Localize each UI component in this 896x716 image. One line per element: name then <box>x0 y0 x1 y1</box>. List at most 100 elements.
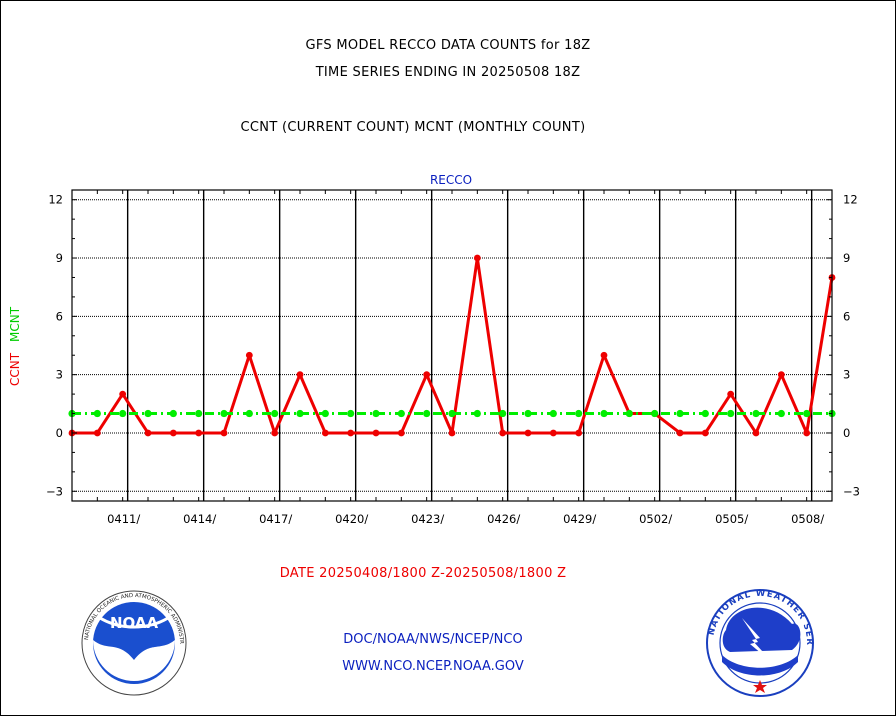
y-tick-label-right: 9 <box>843 251 850 265</box>
point-mcnt <box>549 409 557 418</box>
point-ccnt <box>752 429 760 437</box>
point-mcnt <box>321 409 329 418</box>
point-ccnt <box>448 429 456 437</box>
noaa-ring-text: NATIONAL OCEANIC AND ATMOSPHERIC ADMINIS… <box>0 0 184 644</box>
chart-title-line3: CCNT (CURRENT COUNT) MCNT (MONTHLY COUNT… <box>240 120 586 135</box>
nws-ring-text: NATIONAL WEATHER SERVICE <box>0 0 813 646</box>
point-mcnt <box>372 409 380 418</box>
point-mcnt <box>676 409 684 418</box>
point-ccnt <box>575 429 583 437</box>
point-mcnt <box>169 409 177 418</box>
point-ccnt <box>220 429 228 437</box>
point-ccnt <box>777 371 785 379</box>
point-ccnt <box>245 351 253 359</box>
y-tick-label-right: 12 <box>843 193 858 207</box>
point-mcnt <box>347 409 355 418</box>
point-mcnt <box>600 409 608 418</box>
svg-text:NATIONAL OCEANIC AND ATMOSPHER: NATIONAL OCEANIC AND ATMOSPHERIC ADMINIS… <box>0 0 184 644</box>
nco-website-link[interactable]: WWW.NCO.NCEP.NOAA.GOV <box>342 659 524 674</box>
point-mcnt <box>727 409 735 418</box>
point-ccnt <box>524 429 532 437</box>
point-mcnt <box>448 409 456 418</box>
x-tick-label: 0508/ <box>791 512 824 526</box>
point-ccnt <box>271 429 279 437</box>
y-tick-label-left: 9 <box>56 251 63 265</box>
point-ccnt <box>600 351 608 359</box>
point-mcnt <box>220 409 228 418</box>
point-mcnt <box>701 409 709 418</box>
y-axis-label-ccnt: CCNT <box>8 352 22 386</box>
point-mcnt <box>651 409 659 418</box>
x-tick-label: 0414/ <box>183 512 216 526</box>
point-ccnt <box>296 371 304 379</box>
x-tick-label: 0502/ <box>639 512 672 526</box>
tick-labels: −3 −3 0 0 3 3 6 6 9 9 12 12 0411/0414/0417/0420/0423… <box>46 190 860 526</box>
point-ccnt <box>727 390 735 398</box>
point-ccnt <box>803 429 811 437</box>
point-ccnt <box>144 429 152 437</box>
noaa-logo: NOAA NATIONAL OCEANIC AND ATMOSPHERIC AD… <box>0 0 187 696</box>
x-tick-label: 0505/ <box>715 512 748 526</box>
point-ccnt <box>93 429 101 437</box>
x-tick-label: 0429/ <box>563 512 596 526</box>
point-ccnt <box>347 429 355 437</box>
point-ccnt <box>473 254 481 262</box>
doc-noaa-link[interactable]: DOC/NOAA/NWS/NCEP/NCO <box>343 632 523 647</box>
series-layer <box>68 254 836 437</box>
point-mcnt <box>524 409 532 418</box>
y-tick-label-right: 0 <box>843 426 850 440</box>
point-ccnt <box>119 390 127 398</box>
point-ccnt <box>321 429 329 437</box>
point-mcnt <box>119 409 127 418</box>
noaa-logo-text: NOAA <box>110 614 159 632</box>
y-axis-label-mcnt: MCNT <box>8 306 22 342</box>
point-mcnt <box>271 409 279 418</box>
y-tick-label-right: 3 <box>843 368 850 382</box>
point-mcnt <box>777 409 785 418</box>
y-tick-label-left: 3 <box>56 368 63 382</box>
point-mcnt <box>803 409 811 418</box>
point-mcnt <box>575 409 583 418</box>
point-ccnt <box>676 429 684 437</box>
point-mcnt <box>473 409 481 418</box>
point-mcnt <box>296 409 304 418</box>
x-tick-label: 0426/ <box>487 512 520 526</box>
series-line-ccnt <box>72 256 834 435</box>
point-ccnt <box>701 429 709 437</box>
point-mcnt <box>423 409 431 418</box>
y-tick-label-right: 6 <box>843 309 850 323</box>
point-mcnt <box>144 409 152 418</box>
y-tick-label-left: −3 <box>46 484 63 498</box>
date-range-label: DATE 20250408/1800 Z-20250508/1800 Z <box>279 566 567 581</box>
grid <box>72 190 832 501</box>
point-ccnt <box>397 429 405 437</box>
svg-text:NATIONAL WEATHER SERVICE: NATIONAL WEATHER SERVICE <box>0 0 813 646</box>
point-mcnt <box>93 409 101 418</box>
point-mcnt <box>397 409 405 418</box>
point-ccnt <box>195 429 203 437</box>
x-tick-label: 0411/ <box>107 512 140 526</box>
chart-title-line2: TIME SERIES ENDING IN 20250508 18Z <box>315 65 581 80</box>
y-tick-label-left: 6 <box>56 309 63 323</box>
point-ccnt <box>423 371 431 379</box>
point-ccnt <box>499 429 507 437</box>
plot-title: RECCO <box>430 173 472 187</box>
point-mcnt <box>752 409 760 418</box>
point-mcnt <box>195 409 203 418</box>
point-ccnt <box>549 429 557 437</box>
x-tick-label: 0417/ <box>259 512 292 526</box>
point-ccnt <box>169 429 177 437</box>
nws-logo: NATIONAL WEATHER SERVICE <box>0 0 814 697</box>
x-tick-label: 0423/ <box>411 512 444 526</box>
x-tick-label: 0420/ <box>335 512 368 526</box>
y-tick-label-right: −3 <box>843 484 860 498</box>
point-ccnt <box>372 429 380 437</box>
point-mcnt <box>499 409 507 418</box>
y-tick-label-left: 12 <box>48 193 63 207</box>
chart-title-line1: GFS MODEL RECCO DATA COUNTS for 18Z <box>305 38 591 53</box>
y-tick-label-left: 0 <box>56 426 63 440</box>
plot-area-border <box>71 189 833 502</box>
point-mcnt <box>625 409 633 418</box>
point-mcnt <box>245 409 253 418</box>
